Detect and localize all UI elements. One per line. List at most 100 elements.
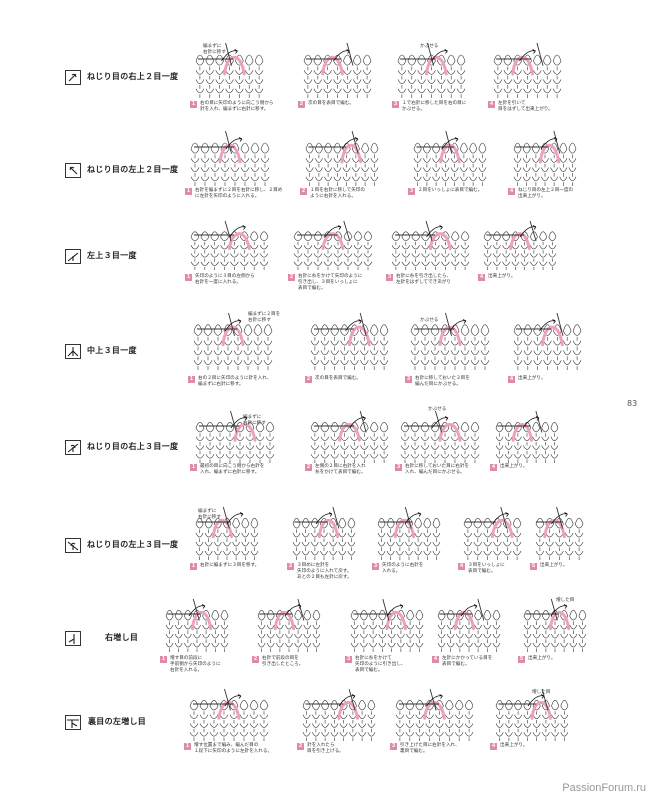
highlighted-yarn bbox=[273, 610, 296, 631]
purl-left-increase-symbol bbox=[65, 715, 81, 730]
step-illustration bbox=[190, 42, 269, 100]
step-caption: 出来上がり。 bbox=[488, 274, 516, 279]
needle bbox=[359, 410, 367, 433]
knit-fabric bbox=[437, 615, 501, 652]
highlighted-yarn bbox=[541, 325, 564, 347]
highlighted-yarn bbox=[348, 325, 371, 347]
stitch-loops bbox=[523, 609, 587, 617]
step-caption: 右針に糸をかけて矢印のように 引き出し、３目をいっしょに 表目で編む。 bbox=[298, 274, 363, 292]
twisted-left-over-3-tog-symbol bbox=[65, 538, 81, 553]
arrow-icon bbox=[550, 604, 568, 617]
stitch-loops bbox=[395, 700, 474, 707]
needle bbox=[541, 688, 549, 711]
needle bbox=[556, 506, 563, 529]
twisted-right-over-3-tog-symbol bbox=[65, 440, 81, 455]
step-number-badge: 1 bbox=[185, 274, 192, 281]
knit-fabric bbox=[483, 236, 557, 270]
step-caption: 引き上げた目に右針を入れ、 裏目で編む。 bbox=[400, 743, 460, 755]
arrow-icon bbox=[324, 225, 342, 238]
step-caption: 針を入れたら 目を引き上げる。 bbox=[307, 743, 344, 755]
needle bbox=[351, 130, 359, 154]
stitch-loops bbox=[190, 142, 270, 150]
highlighted-yarn bbox=[509, 232, 531, 251]
step-illustration bbox=[392, 42, 471, 100]
knit-fabric bbox=[377, 523, 441, 560]
arrow-icon bbox=[226, 512, 244, 525]
arrow-icon bbox=[338, 694, 356, 707]
highlighted-yarn bbox=[438, 423, 462, 442]
step-number-badge: 3 bbox=[408, 188, 415, 195]
step-number-badge: 1 bbox=[190, 563, 197, 570]
stitch-loops bbox=[310, 324, 389, 332]
step-illustration bbox=[478, 220, 562, 272]
step-illustration bbox=[395, 410, 485, 465]
highlighted-yarn bbox=[321, 232, 345, 251]
step-illustration bbox=[432, 598, 506, 654]
knit-fabric bbox=[413, 148, 487, 186]
stitch-loops bbox=[190, 231, 269, 238]
needle bbox=[297, 598, 305, 621]
arrow-icon bbox=[540, 137, 558, 150]
knit-fabric bbox=[195, 60, 264, 98]
arrow-icon bbox=[449, 319, 467, 332]
step-illustration bbox=[160, 598, 234, 654]
step-caption: 右針を編まずに２目を右針に移し、２目め に左針を矢印のように入れる。 bbox=[195, 188, 283, 200]
knit-fabric bbox=[165, 615, 229, 652]
needle bbox=[553, 130, 561, 154]
step-number-badge: 5 bbox=[518, 656, 525, 663]
step-number-badge: 1 bbox=[160, 656, 167, 663]
knit-fabric bbox=[535, 523, 584, 560]
step-illustration bbox=[518, 598, 592, 654]
highlighted-yarn bbox=[393, 518, 416, 539]
twisted-left-over-2-tog-symbol bbox=[65, 163, 81, 178]
step-caption: 次の目を表目で編む。 bbox=[308, 101, 354, 106]
knit-fabric bbox=[293, 236, 373, 270]
step-illustration bbox=[405, 312, 495, 372]
arrow-icon bbox=[460, 604, 478, 617]
arrow-icon bbox=[519, 49, 536, 62]
watermark: PassionForum.ru bbox=[562, 782, 646, 794]
step-number-badge: 4 bbox=[508, 376, 515, 383]
step-illustration bbox=[185, 220, 274, 272]
step-caption: 次の目を表目で編む。 bbox=[315, 376, 361, 381]
step-caption: 右針に移しておいた２目を 編んだ目にかぶせる。 bbox=[415, 376, 470, 388]
highlighted-yarn bbox=[228, 232, 251, 251]
knit-fabric bbox=[257, 615, 321, 652]
knit-fabric bbox=[195, 523, 259, 560]
stitch-loops bbox=[305, 142, 379, 150]
step-number-badge: 2 bbox=[287, 563, 294, 570]
step-number-badge: 2 bbox=[300, 188, 307, 195]
step-illustration bbox=[458, 506, 527, 562]
section-title: ねじり目の左上２目一度 bbox=[87, 165, 179, 174]
step-caption: ねじり目の左上２目一度の 出来上がり。 bbox=[518, 188, 574, 200]
highlighted-yarn bbox=[511, 55, 534, 76]
needle bbox=[404, 506, 412, 529]
highlighted-yarn bbox=[548, 610, 571, 631]
stitch-loops bbox=[493, 54, 562, 62]
arrow-icon bbox=[230, 416, 248, 429]
knit-fabric bbox=[395, 705, 474, 741]
step-number-badge: 3 bbox=[405, 376, 412, 383]
needle bbox=[429, 688, 437, 711]
highlighted-yarn bbox=[511, 423, 534, 442]
stitch-loops bbox=[189, 700, 269, 707]
stitch-loops bbox=[195, 422, 275, 429]
step-caption: 出来上がり。 bbox=[500, 743, 528, 748]
step-number-badge: 2 bbox=[252, 656, 259, 663]
step-number-badge: 4 bbox=[458, 563, 465, 570]
annotation-label: 増した目 bbox=[532, 690, 551, 695]
highlighted-yarn bbox=[425, 55, 448, 76]
step-number-badge: 3 bbox=[392, 101, 399, 108]
annotation-label: 編まずに 右針に移す bbox=[203, 44, 226, 55]
section-title: 裏目の左増し目 bbox=[88, 717, 147, 726]
step-illustration bbox=[508, 312, 587, 372]
step-number-badge: 2 bbox=[298, 101, 305, 108]
needle bbox=[192, 598, 200, 621]
center-3-tog-symbol bbox=[65, 344, 81, 359]
arrow-icon bbox=[404, 512, 422, 525]
step-caption: 左針を引いて 目をはずして出来上がり。 bbox=[498, 101, 553, 113]
stitch-loops bbox=[495, 700, 569, 707]
stitch-loops bbox=[302, 700, 376, 707]
step-number-badge: 2 bbox=[305, 376, 312, 383]
needle bbox=[343, 220, 351, 242]
